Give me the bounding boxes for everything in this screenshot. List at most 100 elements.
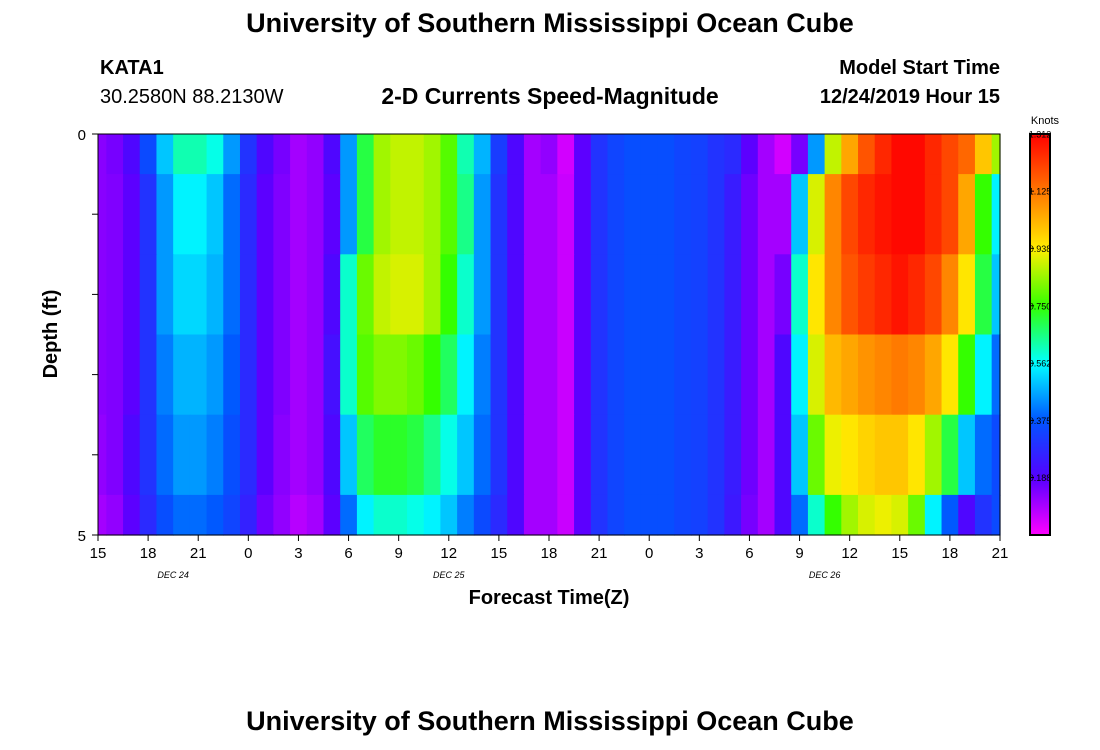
heatmap-cell xyxy=(523,134,542,175)
heatmap-cell xyxy=(139,334,158,416)
heatmap-cell xyxy=(256,174,274,255)
heatmap-cell xyxy=(239,134,258,175)
heatmap-cell xyxy=(707,134,725,175)
heatmap-cell xyxy=(657,254,675,336)
heatmap-cell xyxy=(490,134,508,175)
heatmap-cell xyxy=(858,254,876,336)
heatmap-cell xyxy=(724,494,742,536)
heatmap-cell xyxy=(139,134,158,175)
heatmap-cell xyxy=(206,134,224,175)
heatmap-cell xyxy=(991,414,1001,496)
heatmap-cell xyxy=(189,494,208,536)
heatmap-cell xyxy=(239,414,258,496)
heatmap-cell xyxy=(440,414,458,496)
heatmap-cell xyxy=(774,254,792,336)
x-tick-label: 18 xyxy=(942,545,959,562)
colorbar-tick-label: 0.938 xyxy=(1029,244,1052,254)
heatmap-cell xyxy=(724,134,742,175)
heatmap-cell xyxy=(123,494,141,536)
heatmap-cell xyxy=(256,334,274,416)
heatmap-cell xyxy=(741,174,759,255)
heatmap-cell xyxy=(106,134,124,175)
heatmap-cell xyxy=(974,134,993,175)
heatmap-cell xyxy=(624,254,642,336)
heatmap-cell xyxy=(908,414,926,496)
heatmap-cell xyxy=(908,334,926,416)
heatmap-cell xyxy=(440,134,458,175)
heatmap-cell xyxy=(457,494,475,536)
heatmap-cell xyxy=(991,494,1001,536)
heatmap-cell xyxy=(139,254,158,336)
heatmap-cell xyxy=(223,414,241,496)
heatmap-cell xyxy=(874,174,893,255)
heatmap-cell xyxy=(290,174,308,255)
heatmap-cell xyxy=(607,174,625,255)
heatmap-cell xyxy=(690,414,709,496)
station-coordinates: 30.2580N 88.2130W xyxy=(100,86,284,108)
heatmap-cell xyxy=(156,134,174,175)
heatmap-cell xyxy=(306,494,325,536)
heatmap-cell xyxy=(807,174,826,255)
heatmap-cell xyxy=(858,334,876,416)
heatmap-cell xyxy=(624,334,642,416)
heatmap-cell xyxy=(106,174,124,255)
heatmap-cell xyxy=(407,254,425,336)
colorbar-gradient xyxy=(1029,133,1051,536)
heatmap-cell xyxy=(507,334,525,416)
heatmap-cell xyxy=(557,134,575,175)
heatmap-cell xyxy=(423,254,442,336)
x-tick-label: 12 xyxy=(440,545,457,562)
heatmap-cell xyxy=(807,134,826,175)
heatmap-cell xyxy=(657,414,675,496)
heatmap-cell xyxy=(473,494,492,536)
date-label: DEC 25 xyxy=(433,570,466,580)
heatmap-cell xyxy=(724,254,742,336)
heatmap-cell xyxy=(356,134,375,175)
heatmap-cell xyxy=(306,254,325,336)
heatmap-cell xyxy=(189,174,208,255)
heatmap-cell xyxy=(473,334,492,416)
heatmap-cell xyxy=(123,334,141,416)
heatmap-cell xyxy=(356,174,375,255)
heatmap-cell xyxy=(173,174,191,255)
heatmap-cell xyxy=(974,254,993,336)
heatmap-cell xyxy=(98,134,107,175)
footer-title: University of Southern Mississippi Ocean… xyxy=(246,706,854,736)
heatmap-cell xyxy=(958,134,976,175)
heatmap-cell xyxy=(440,174,458,255)
heatmap-cell xyxy=(757,414,776,496)
heatmap-cell xyxy=(290,134,308,175)
heatmap-cell xyxy=(523,414,542,496)
x-tick-label: 3 xyxy=(695,545,703,562)
heatmap-cell xyxy=(323,174,341,255)
x-axis-label: Forecast Time(Z) xyxy=(469,587,630,609)
heatmap-cell xyxy=(98,334,107,416)
heatmap-cell xyxy=(791,414,809,496)
heatmap-cell xyxy=(640,254,659,336)
heatmap-cell xyxy=(557,254,575,336)
heatmap-cell xyxy=(674,254,692,336)
heatmap-cell xyxy=(540,414,558,496)
heatmap-cell xyxy=(98,414,107,496)
heatmap-cell xyxy=(189,414,208,496)
heatmap-cell xyxy=(323,494,341,536)
heatmap-cell xyxy=(908,494,926,536)
heatmap-cell xyxy=(841,174,859,255)
heatmap-cell xyxy=(574,134,592,175)
heatmap-cell xyxy=(290,254,308,336)
heatmap-cell xyxy=(540,494,558,536)
heatmap-cell xyxy=(507,134,525,175)
heatmap-cell xyxy=(306,414,325,496)
heatmap-cell xyxy=(540,134,558,175)
heatmap-cell xyxy=(206,414,224,496)
heatmap-cell xyxy=(407,134,425,175)
heatmap-cell xyxy=(874,254,893,336)
heatmap-cell xyxy=(574,494,592,536)
date-label: DEC 26 xyxy=(809,570,841,580)
heatmap-cell xyxy=(707,414,725,496)
heatmap-cell xyxy=(674,414,692,496)
heatmap-cell xyxy=(640,134,659,175)
x-tick-label: 15 xyxy=(491,545,508,562)
x-tick-label: 6 xyxy=(344,545,352,562)
heatmap-cell xyxy=(991,134,1001,175)
